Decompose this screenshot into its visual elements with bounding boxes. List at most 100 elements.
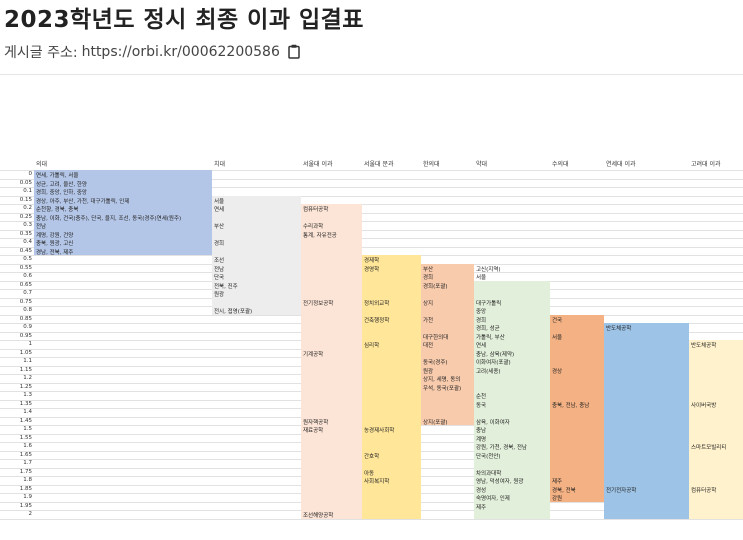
school-cell: 고려(세종): [476, 368, 501, 375]
column-header: 수의대: [552, 161, 569, 168]
spreadsheet-image: 의대 치대 서울대 이과 서울대 문과 한의대 약대 수의대 연세대 이과 고려대 이과 0 0.0…: [0, 155, 743, 540]
row-label: 0.15: [19, 196, 32, 203]
row-label: 0.25: [19, 213, 32, 220]
school-cell: 단국(천안): [476, 453, 501, 460]
school-cell: 기계공학: [303, 351, 324, 358]
column-header: 고려대 이과: [691, 161, 721, 168]
row-gridline: [0, 178, 743, 180]
school-cell: 간호학: [364, 453, 380, 460]
school-cell: 정치외교학: [364, 300, 390, 307]
row-label: 1.2: [23, 375, 32, 381]
school-cell: 경희(포괄): [423, 283, 448, 290]
row-label: 0.95: [19, 332, 32, 339]
school-cell: 경희: [214, 241, 225, 247]
school-cell: 반도체공학: [691, 343, 717, 349]
category-block: [550, 314, 604, 502]
school-cell: 충북, 원광, 고신: [36, 241, 74, 247]
row-label: 0.1: [23, 188, 32, 194]
school-cell: 서울: [214, 198, 225, 205]
row-label: 0.85: [19, 315, 32, 322]
row-label: 1.6: [23, 443, 32, 449]
header-divider: [0, 74, 743, 75]
school-cell: 동국(경주): [423, 360, 448, 366]
school-cell: 원자핵공학: [303, 419, 329, 426]
row-label: 1.85: [19, 485, 32, 492]
column-header: 한의대: [423, 161, 440, 168]
url-label: 게시글 주소:: [4, 45, 78, 61]
row-gridline: [0, 195, 743, 197]
column-header: 치대: [214, 161, 226, 168]
row-label: 0.2: [23, 205, 32, 211]
row-label: 1.8: [23, 477, 32, 483]
post-url[interactable]: https://orbi.kr/00062200586: [81, 44, 280, 60]
school-cell: 연세: [476, 343, 487, 349]
school-cell: 부산: [214, 224, 225, 230]
row-label: 1.1: [23, 358, 32, 364]
school-cell: 사이버국방: [691, 402, 717, 409]
school-cell: 서울: [476, 275, 487, 281]
row-label: 1.65: [19, 451, 32, 458]
school-cell: 대구가톨릭: [476, 300, 502, 307]
school-cell: 제주: [552, 479, 563, 485]
row-label: 1.35: [19, 400, 32, 407]
school-cell: 숙명여자, 인제: [476, 496, 510, 502]
row-label: 0.7: [23, 290, 32, 296]
school-cell: 경희, 중앙, 인하, 중앙: [36, 190, 87, 196]
school-cell: 경희: [423, 275, 434, 281]
school-cell: 원광: [423, 368, 434, 375]
row-label: 1.05: [19, 349, 32, 356]
school-cell: 건축행정학: [364, 317, 390, 324]
school-cell: 연세: [214, 207, 225, 213]
school-cell: 제주: [476, 504, 487, 511]
row-label: 0.05: [19, 179, 32, 186]
category-block: [604, 323, 689, 519]
school-cell: 계명, 강원, 건양: [36, 232, 74, 239]
row-label: 1.95: [19, 502, 32, 509]
school-cell: 전북, 진주: [214, 283, 238, 290]
row-label: 2: [28, 511, 33, 517]
school-cell: 충남, 이화, 건국(충주), 단국, 을지, 조선, 동국(경주)연세(원주): [36, 215, 182, 222]
category-block: [362, 255, 421, 519]
clipboard-icon[interactable]: [288, 44, 302, 60]
school-cell: 중앙: [476, 309, 487, 315]
school-cell: 상지: [423, 300, 434, 307]
school-cell: 스마트모빌리티: [691, 445, 727, 451]
row-label: 0.8: [23, 307, 32, 313]
school-cell: 계명: [476, 436, 487, 443]
row-label: 1: [28, 341, 33, 347]
row-label: 1.15: [19, 366, 32, 373]
row-label: 0.55: [19, 264, 32, 271]
row-label: 1.75: [19, 468, 32, 475]
category-block: [474, 280, 550, 519]
row-label: 1.7: [23, 460, 32, 466]
row-label: 1.55: [19, 434, 32, 441]
school-cell: 삼육, 이화여자: [476, 419, 510, 426]
school-cell: 상지(포괄): [423, 419, 448, 426]
school-cell: 아동: [364, 470, 375, 477]
column-header: 연세대 이과: [606, 161, 636, 168]
row-label: 0.6: [23, 273, 32, 279]
school-cell: 이화여자(포괄): [476, 360, 511, 366]
row-label: 1.3: [23, 392, 32, 398]
row-gridline: [0, 246, 743, 248]
row-label: 0.75: [19, 298, 32, 305]
category-block: [34, 170, 212, 255]
column-header: 서울대 이과: [303, 161, 333, 168]
row-label: 0.9: [23, 324, 32, 330]
row-label: 0.35: [19, 230, 32, 237]
school-cell: 순천향, 경북, 충북: [36, 207, 79, 213]
school-cell: 조선: [214, 258, 225, 264]
school-cell: 재료공학: [303, 428, 324, 434]
school-cell: 농경제사회학: [364, 428, 395, 434]
school-cell: 경남, 전북, 제주: [36, 249, 74, 256]
school-cell: 경상, 아주, 부산, 가천, 대구가톨릭, 인제: [36, 198, 130, 205]
school-cell: 연세, 가톨릭, 서울: [36, 173, 79, 179]
row-gridline: [0, 238, 743, 239]
row-label: 1.45: [19, 417, 32, 424]
row-gridline: [0, 212, 743, 214]
school-cell: 동국: [476, 402, 487, 409]
school-cell: 순천: [476, 394, 487, 400]
school-cell: 대구한의대: [423, 334, 449, 341]
school-cell: 성균, 고려, 울산, 한양: [36, 181, 87, 188]
school-cell: 강원: [552, 496, 563, 502]
